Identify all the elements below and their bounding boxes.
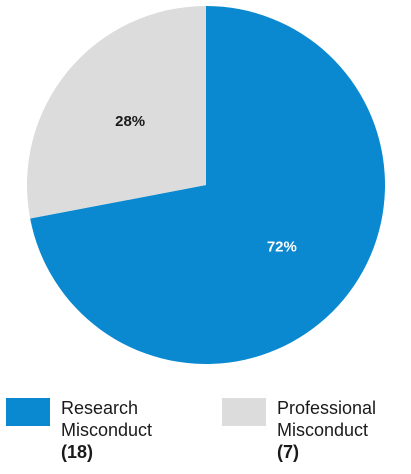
legend-count: (7) bbox=[277, 442, 299, 462]
legend-label-professional-misconduct: Professional Misconduct (7) bbox=[277, 397, 376, 463]
legend-label-line1: Professional bbox=[277, 398, 377, 418]
slice-percent-professional-misconduct: 28% bbox=[115, 113, 145, 130]
legend-swatch-research-misconduct bbox=[6, 398, 50, 426]
legend-swatch-professional-misconduct bbox=[222, 398, 266, 426]
legend-label-line2: Misconduct bbox=[277, 420, 369, 440]
pie-chart: 72% 28% bbox=[26, 6, 386, 364]
legend-count: (18) bbox=[61, 442, 94, 462]
legend-label-line2: Misconduct bbox=[61, 420, 153, 440]
pie-slice-professional-misconduct bbox=[26, 6, 206, 219]
legend-label-line1: Research bbox=[61, 398, 139, 418]
legend: Research Misconduct (18) Professional Mi… bbox=[0, 398, 411, 474]
pie-slice-research-misconduct bbox=[30, 6, 386, 364]
legend-label-research-misconduct: Research Misconduct (18) bbox=[61, 397, 152, 463]
slice-percent-research-misconduct: 72% bbox=[267, 239, 297, 256]
